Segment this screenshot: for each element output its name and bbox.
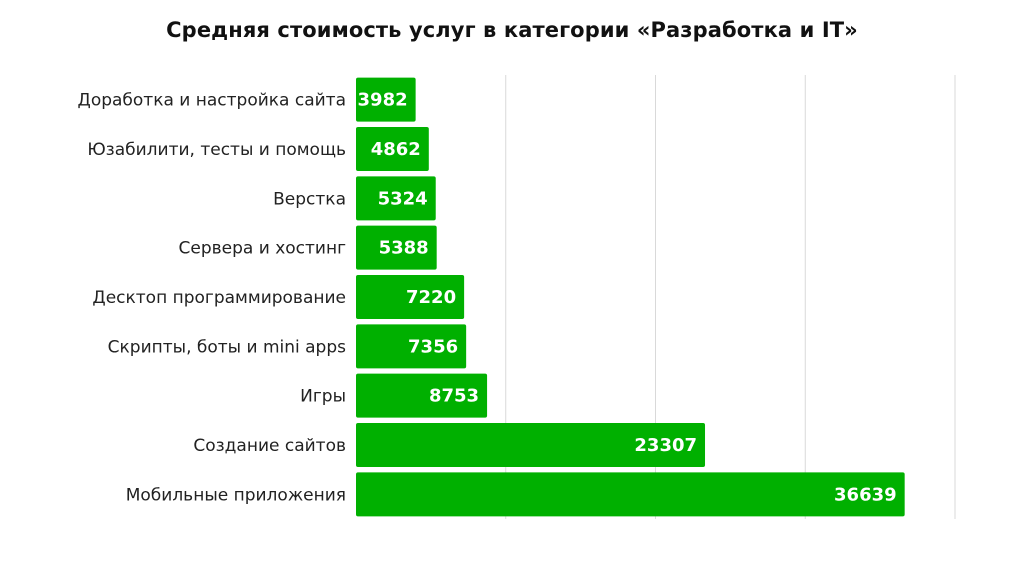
category-label: Доработка и настройка сайта xyxy=(78,91,346,111)
bars: 3982 4862 5324 5388 7220 7356 8753 23307 36639 xyxy=(356,77,905,517)
bar-value-label: 4862 xyxy=(371,139,421,160)
bar xyxy=(356,423,706,467)
bar xyxy=(356,373,488,418)
bar-value-label: 23307 xyxy=(634,435,697,456)
bar xyxy=(356,225,437,270)
category-label: Игры xyxy=(300,387,346,407)
bar xyxy=(356,77,416,122)
bar-value-label: 3982 xyxy=(358,90,408,111)
bar xyxy=(356,472,905,517)
chart-title: Средняя стоимость услуг в категории «Раз… xyxy=(166,18,858,42)
category-label: Скрипты, боты и mini apps xyxy=(108,337,346,357)
bar xyxy=(356,275,465,319)
bar-value-label: 5324 xyxy=(378,188,428,209)
bar-value-label: 7356 xyxy=(408,336,458,357)
bar-value-label: 8753 xyxy=(429,386,479,407)
category-labels: Доработка и настройка сайта Юзабилити, те… xyxy=(78,91,347,506)
bar xyxy=(356,127,429,171)
category-label: Десктоп программирование xyxy=(92,288,346,308)
bar xyxy=(356,176,436,221)
bar-value-label: 36639 xyxy=(834,484,897,505)
category-label: Юзабилити, тесты и помощь xyxy=(87,140,346,160)
category-label: Сервера и хостинг xyxy=(179,239,347,259)
bar xyxy=(356,324,467,369)
bar-value-label: 7220 xyxy=(406,287,456,308)
category-label: Создание сайтов xyxy=(193,436,346,456)
category-label: Мобильные приложения xyxy=(126,485,346,505)
category-label: Верстка xyxy=(273,189,346,209)
bar-value-label: 5388 xyxy=(379,238,429,259)
